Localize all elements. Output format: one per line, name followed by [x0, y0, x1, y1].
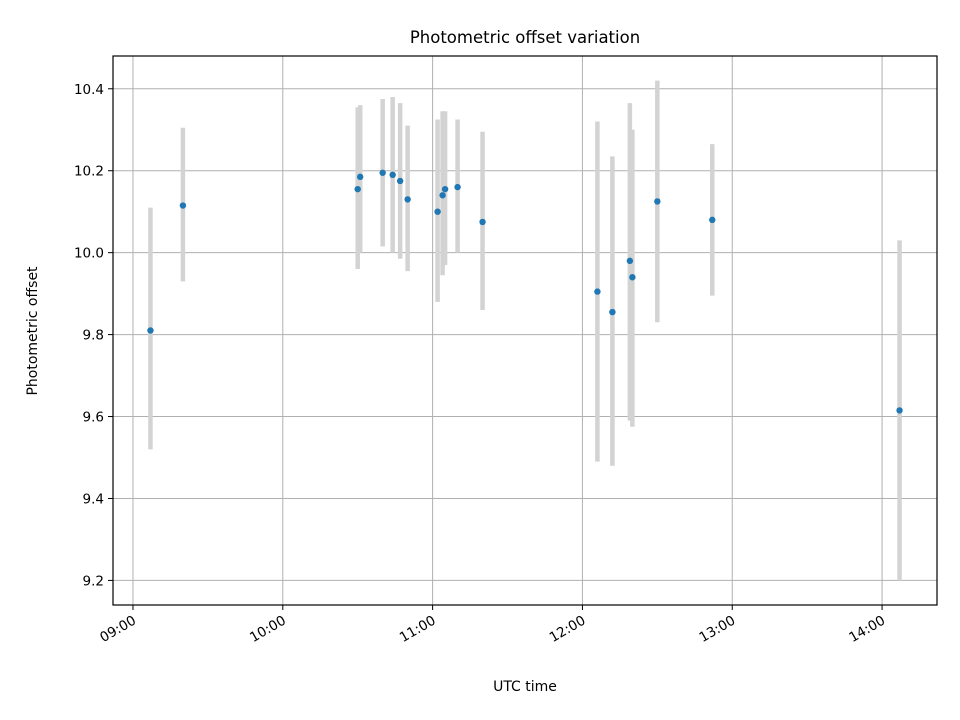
y-tick-label: 9.6 [83, 410, 104, 426]
x-tick-label: 13:00 [697, 613, 739, 646]
data-point [179, 202, 187, 209]
x-tick-label: 14:00 [846, 613, 888, 646]
x-tick-label: 10:00 [247, 613, 289, 646]
data-point [379, 169, 386, 176]
data-point [896, 407, 903, 414]
data-point [389, 171, 396, 179]
data-point [354, 185, 361, 193]
y-tick-label: 9.8 [83, 328, 104, 344]
data-point [629, 274, 636, 281]
chart-title: Photometric offset variation [410, 28, 640, 47]
data-point [454, 183, 461, 191]
x-axis-label: UTC time [493, 679, 557, 695]
y-tick-label: 10.0 [74, 246, 104, 262]
data-point [609, 308, 616, 316]
y-tick-label: 9.2 [83, 573, 104, 589]
data-point [439, 192, 446, 199]
error-bars [148, 80, 902, 581]
data-point [396, 177, 404, 185]
data-point [594, 288, 601, 295]
y-tick-label: 9.4 [83, 491, 104, 507]
data-point [147, 327, 154, 334]
data-point [626, 257, 634, 265]
x-tick-label: 11:00 [397, 613, 439, 646]
x-tick-label: 12:00 [547, 613, 589, 646]
data-point [441, 185, 449, 193]
y-axis: 9.2 9.4 9.6 9.8 10.0 10.2 10.4 [74, 82, 113, 589]
data-point [479, 218, 486, 226]
x-axis: 09:00 10:00 11:00 12:00 13:00 14:00 [97, 605, 888, 646]
grid [113, 56, 937, 605]
data-point [404, 196, 411, 203]
data-point [434, 208, 441, 215]
x-tick-label: 09:00 [97, 613, 139, 646]
data-points [147, 169, 903, 414]
plot-frame [112, 55, 938, 606]
data-point [357, 173, 364, 181]
data-point [654, 198, 661, 205]
y-tick-label: 10.2 [74, 164, 104, 180]
y-axis-label: Photometric offset [25, 266, 41, 396]
data-point [709, 216, 716, 224]
y-tick-label: 10.4 [74, 82, 104, 98]
